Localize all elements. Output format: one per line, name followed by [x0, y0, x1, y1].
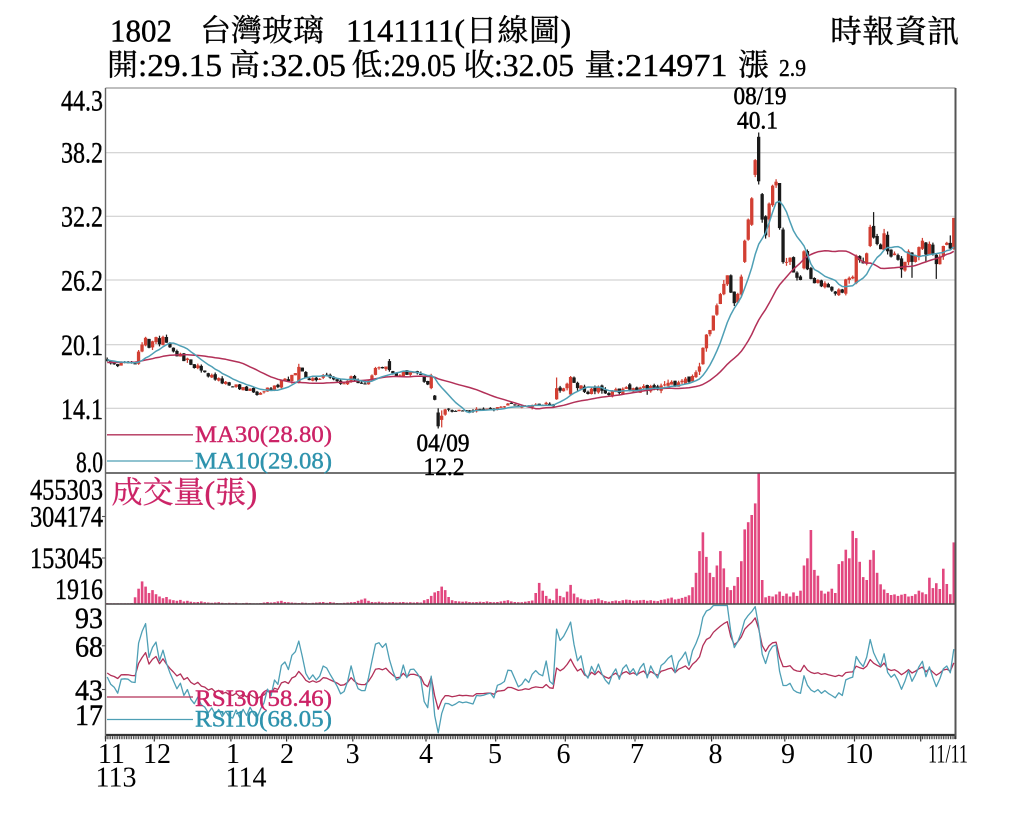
svg-text::32.05: :32.05	[494, 47, 574, 83]
svg-text:6: 6	[557, 739, 571, 770]
svg-text:43: 43	[75, 674, 103, 707]
svg-text:304174: 304174	[30, 501, 103, 534]
svg-text:04/09: 04/09	[417, 430, 470, 457]
svg-text:MA10(29.08): MA10(29.08)	[195, 449, 332, 475]
svg-text:): )	[247, 474, 258, 510]
svg-text::214971: :214971	[616, 47, 728, 83]
svg-text::29.05: :29.05	[383, 47, 456, 83]
svg-text:12: 12	[143, 739, 171, 770]
svg-text:44.3: 44.3	[61, 85, 103, 118]
svg-text:1: 1	[226, 739, 240, 770]
svg-text::29.15: :29.15	[138, 47, 222, 83]
svg-text::32.05: :32.05	[261, 47, 346, 83]
svg-text:2: 2	[280, 739, 294, 770]
svg-text:(: (	[205, 474, 216, 510]
svg-text:4: 4	[419, 739, 433, 770]
svg-text:2.9: 2.9	[779, 56, 806, 82]
svg-text:11/11: 11/11	[928, 740, 968, 769]
svg-text:17: 17	[75, 699, 103, 732]
svg-text:9: 9	[781, 739, 795, 770]
svg-text:): )	[561, 13, 572, 49]
svg-text:MA30(28.80): MA30(28.80)	[195, 422, 332, 448]
svg-text:1916: 1916	[55, 573, 103, 606]
svg-text:114: 114	[226, 763, 267, 794]
svg-text:68: 68	[75, 630, 103, 663]
svg-text:93: 93	[75, 602, 103, 635]
svg-text:RSI30(58.46): RSI30(58.46)	[195, 686, 332, 712]
svg-text:40.1: 40.1	[737, 108, 778, 135]
svg-text:11: 11	[98, 739, 125, 770]
svg-text:08/19: 08/19	[734, 83, 787, 110]
svg-text:8: 8	[709, 739, 723, 770]
svg-text:153045: 153045	[30, 542, 103, 575]
svg-text:113: 113	[96, 763, 137, 794]
svg-text:3: 3	[346, 739, 360, 770]
svg-text:1802: 1802	[110, 13, 172, 49]
svg-text:RSI10(68.05): RSI10(68.05)	[195, 707, 332, 733]
svg-text:26.2: 26.2	[61, 265, 103, 298]
svg-text:8.0: 8.0	[76, 446, 103, 479]
svg-text:5: 5	[488, 739, 502, 770]
svg-text:1141111(: 1141111(	[346, 13, 465, 49]
svg-text:14.1: 14.1	[61, 393, 103, 426]
svg-text:10: 10	[845, 739, 873, 770]
svg-text:455303: 455303	[30, 474, 103, 507]
svg-text:38.2: 38.2	[61, 136, 103, 169]
svg-text:7: 7	[630, 739, 644, 770]
svg-text:12.2: 12.2	[424, 454, 465, 481]
svg-text:20.1: 20.1	[61, 329, 103, 362]
svg-text:32.2: 32.2	[61, 201, 103, 234]
